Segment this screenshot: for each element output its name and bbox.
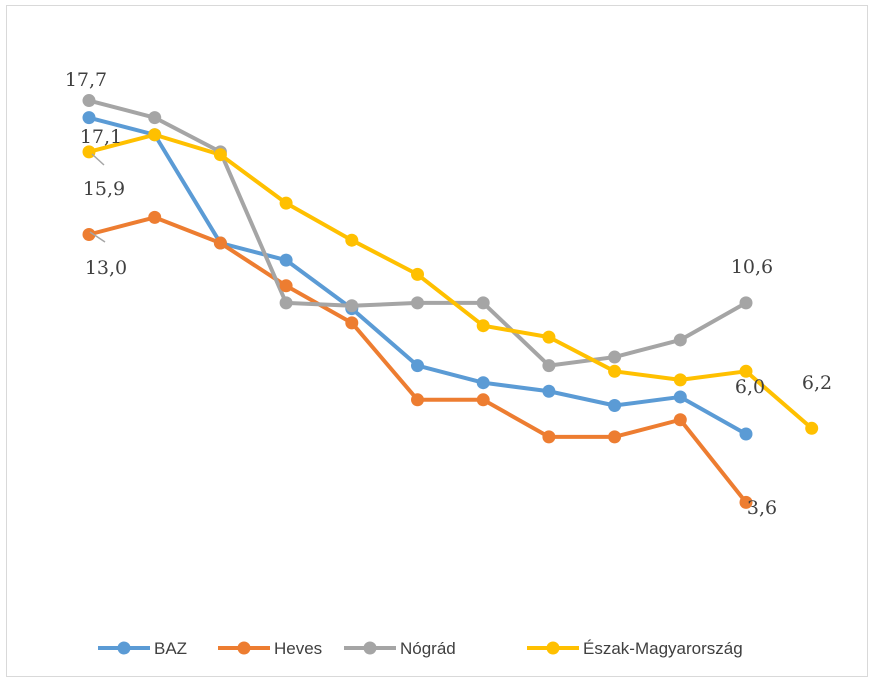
- legend-swatch-marker-nograd: [363, 641, 377, 655]
- data-label-heves-end: 3,6: [747, 497, 777, 519]
- chart-legend: BAZ Heves Nógrád Észak-Magyarország: [98, 639, 743, 658]
- data-label-baz-end: 6,0: [735, 376, 765, 398]
- data-point-heves-9: [608, 430, 622, 444]
- legend-swatch-marker-eszak-magyarorszag: [546, 641, 560, 655]
- data-point-heves-7: [476, 393, 490, 407]
- data-point-nograd-2: [148, 111, 162, 125]
- data-label-nograd-start: 17,7: [65, 69, 107, 91]
- data-point-heves-10: [673, 413, 687, 427]
- legend-swatch-marker-heves: [237, 641, 251, 655]
- data-point-eszak-magyarorszag-5: [345, 233, 359, 247]
- data-point-baz-11: [739, 427, 753, 441]
- data-point-nograd-4: [279, 296, 293, 310]
- data-point-eszak-magyarorszag-12: [805, 421, 819, 435]
- data-point-baz-1: [82, 111, 96, 125]
- data-point-eszak-magyarorszag-11: [739, 364, 753, 378]
- legend-label-eszak-magyarorszag: Észak-Magyarország: [583, 639, 743, 658]
- data-point-eszak-magyarorszag-10: [673, 373, 687, 387]
- legend-label-baz: BAZ: [154, 639, 187, 658]
- data-point-baz-10: [673, 390, 687, 404]
- data-point-eszak-magyarorszag-6: [411, 267, 424, 281]
- data-point-eszak-magyarorszag-8: [542, 330, 556, 344]
- data-point-nograd-10: [673, 333, 687, 347]
- data-point-heves-3: [213, 236, 227, 250]
- series-line-eszak-magyarorszag: [88, 132, 814, 430]
- data-point-baz-4: [279, 253, 293, 267]
- data-point-heves-1: [82, 228, 96, 241]
- series-line-nograd: [88, 98, 747, 368]
- data-point-baz-7: [476, 376, 490, 390]
- label-leaders: [89, 153, 106, 243]
- data-point-nograd-7: [476, 296, 490, 310]
- data-point-nograd-5: [345, 299, 359, 313]
- data-point-eszak-magyarorszag-4: [279, 196, 293, 210]
- data-point-nograd-9: [608, 350, 622, 364]
- data-point-eszak-magyarorszag-9: [608, 364, 622, 378]
- data-label-baz-start: 17,1: [80, 126, 122, 148]
- data-point-heves-11: [739, 495, 753, 509]
- leader-line-2: [89, 231, 106, 243]
- data-point-eszak-magyarorszag-2: [148, 128, 162, 142]
- data-label-heves-start: 13,0: [85, 257, 127, 279]
- data-point-baz-8: [542, 384, 556, 398]
- data-point-nograd-6: [411, 296, 424, 310]
- data-point-heves-4: [279, 279, 293, 293]
- data-point-heves-2: [148, 210, 162, 224]
- data-point-eszak-magyarorszag-7: [476, 319, 490, 333]
- data-label-eszak-end: 6,2: [802, 372, 832, 394]
- plot-points: [82, 94, 819, 509]
- data-point-eszak-magyarorszag-3: [213, 148, 227, 162]
- data-point-heves-6: [411, 393, 424, 407]
- data-point-baz-9: [608, 399, 622, 412]
- legend-label-nograd: Nógrád: [400, 639, 456, 658]
- data-point-heves-5: [345, 316, 359, 330]
- data-label-nograd-end: 10,6: [731, 256, 773, 278]
- data-point-nograd-11: [739, 296, 753, 310]
- leader-line-1: [91, 153, 105, 166]
- legend-label-heves: Heves: [274, 639, 322, 658]
- data-point-nograd-8: [542, 359, 556, 373]
- data-point-heves-8: [542, 430, 556, 444]
- data-point-baz-6: [411, 359, 424, 373]
- legend-swatch-marker-baz: [117, 641, 131, 655]
- plot-lines: [88, 98, 814, 504]
- data-label-eszak-start: 15,9: [83, 178, 125, 200]
- data-point-nograd-1: [82, 94, 96, 108]
